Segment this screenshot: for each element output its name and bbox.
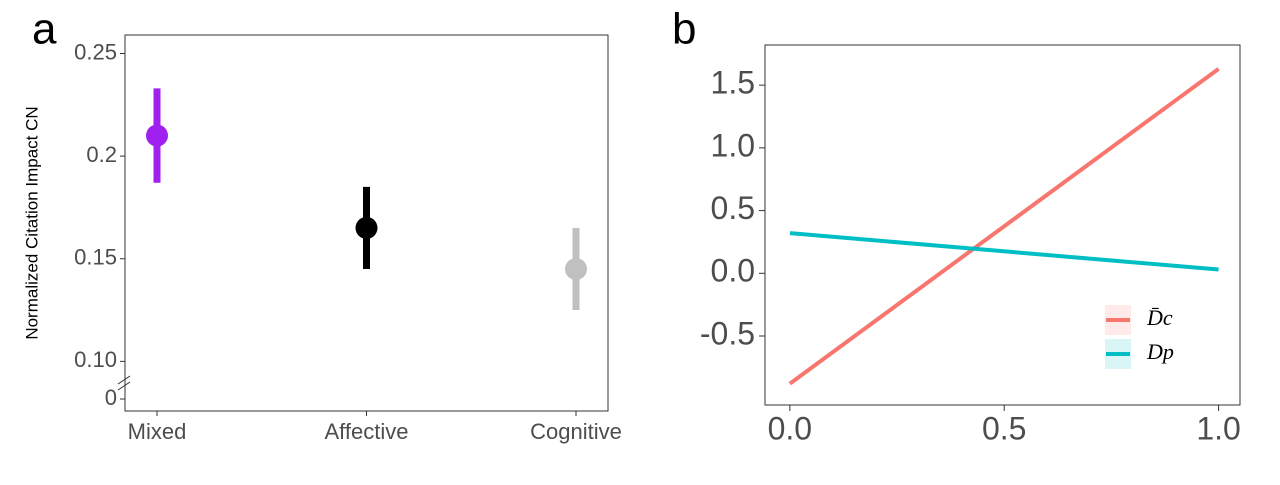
y-tick-label: 1.5: [711, 65, 755, 101]
point: [146, 124, 168, 147]
axis-break: [117, 375, 131, 385]
legend-label: Dp: [1146, 339, 1174, 364]
y-tick-label: -0.5: [700, 315, 755, 351]
y-tick-label: 0.0: [711, 253, 755, 289]
axis-break: [117, 381, 131, 391]
y-tick-label: 0.25: [74, 39, 117, 64]
point: [355, 216, 378, 239]
x-tick-label: 0.0: [768, 410, 812, 446]
plot-frame: [764, 44, 1241, 406]
line: [788, 67, 1220, 386]
y-axis-label: Normalized Citation Impact CN: [22, 106, 41, 339]
panel-label: a: [32, 5, 57, 54]
panel-label: b: [672, 5, 696, 54]
y-tick-label: 0.10: [74, 347, 117, 372]
y-tick-label: 0.15: [74, 245, 117, 270]
x-tick-label: Cognitive: [530, 419, 622, 444]
point: [565, 258, 587, 281]
y-tick-label: 0: [105, 385, 117, 410]
x-tick-label: Affective: [325, 419, 409, 444]
line: [789, 231, 1219, 272]
x-tick-label: 0.5: [982, 410, 1026, 446]
y-tick-label: 0.5: [711, 190, 755, 226]
x-tick-label: 1.0: [1196, 410, 1240, 446]
y-tick-label: 1.0: [711, 127, 755, 163]
x-tick-label: Mixed: [128, 419, 187, 444]
legend-label: D̄c: [1146, 305, 1173, 330]
y-tick-label: 0.2: [86, 142, 117, 167]
